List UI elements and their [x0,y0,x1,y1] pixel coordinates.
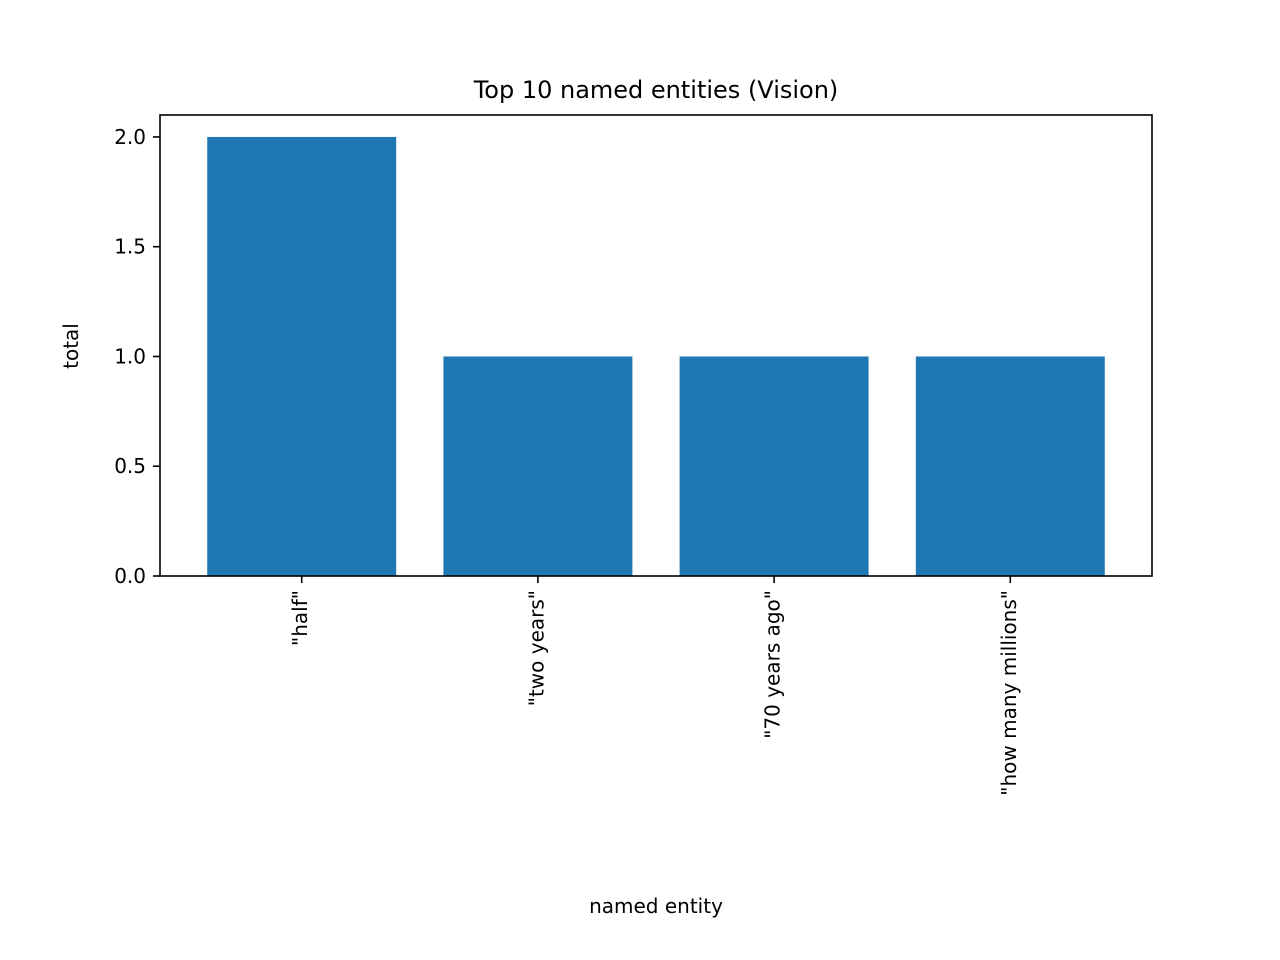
bars-group [207,136,1105,576]
bar-2 [679,356,869,576]
x-tick-label: "70 years ago" [761,590,785,739]
x-tick-label: "half" [288,590,312,646]
bar-0 [207,136,397,576]
y-tick-label: 1.0 [114,344,146,368]
plot-frame [159,114,1153,577]
x-tick-label: "how many millions" [997,590,1021,796]
y-tick-label: 1.5 [114,235,146,259]
x-axis-label: named entity [589,894,723,918]
bar-3 [915,356,1105,576]
y-tick-label: 0.5 [114,454,146,478]
x-axis-ticks: "half" "two years" "70 years ago" "how many… [288,576,1021,796]
y-axis-label: total [59,323,83,369]
x-tick-label: "two years" [524,590,548,706]
y-tick-label: 2.0 [114,125,146,149]
y-tick-label: 0.0 [114,564,146,588]
chart-title: Top 10 named entities (Vision) [473,76,839,104]
y-axis-ticks: 0.0 0.5 1.0 1.5 2.0 [114,125,160,588]
bar-1 [443,356,633,576]
